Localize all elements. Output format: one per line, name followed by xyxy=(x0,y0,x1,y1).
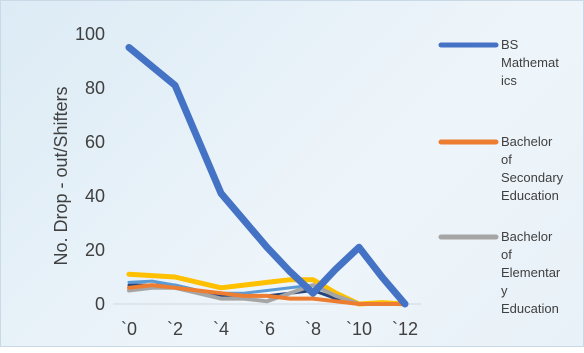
series-line xyxy=(127,283,407,306)
legend: BS Mathemat ics Bachelor of Secondary Educatio… xyxy=(438,37,564,316)
legend-label: y xyxy=(501,283,508,298)
y-tick-label: 20 xyxy=(85,240,105,260)
x-axis-ticks: `0 `2 `4 `6 `8 `10 `12 xyxy=(121,319,418,339)
series-line xyxy=(125,44,409,308)
legend-item: Bachelor of Elementar y Education xyxy=(438,229,561,316)
legend-item: BS Mathemat ics xyxy=(438,37,559,88)
legend-label: ics xyxy=(501,73,517,88)
legend-label: Bachelor xyxy=(501,229,553,244)
x-tick-label: `12 xyxy=(392,319,418,339)
y-tick-label: 60 xyxy=(85,132,105,152)
x-tick-label: `6 xyxy=(259,319,275,339)
y-tick-label: 40 xyxy=(85,186,105,206)
x-tick-label: `10 xyxy=(346,319,372,339)
legend-label: Secondary xyxy=(501,170,564,185)
y-axis-title-text: No. Drop - out/Shifters xyxy=(51,86,71,265)
series-lines xyxy=(125,44,409,308)
legend-label: BS xyxy=(501,37,519,52)
legend-label: Bachelor xyxy=(501,134,553,149)
y-tick-label: 80 xyxy=(85,78,105,98)
legend-label: Elementar xyxy=(501,265,561,280)
legend-label: Education xyxy=(501,188,559,203)
x-tick-label: `4 xyxy=(213,319,229,339)
legend-label: of xyxy=(501,152,512,167)
y-axis-ticks: 0 20 40 60 80 100 xyxy=(75,24,105,314)
y-tick-label: 0 xyxy=(95,294,105,314)
legend-label: Education xyxy=(501,301,559,316)
y-axis-title: No. Drop - out/Shifters xyxy=(51,86,71,265)
y-tick-label: 100 xyxy=(75,24,105,44)
x-tick-label: `0 xyxy=(121,319,137,339)
legend-item: Bachelor of Secondary Education xyxy=(438,134,564,203)
legend-label: Mathemat xyxy=(501,55,559,70)
x-tick-label: `8 xyxy=(305,319,321,339)
legend-label: of xyxy=(501,247,512,262)
x-tick-label: `2 xyxy=(167,319,183,339)
